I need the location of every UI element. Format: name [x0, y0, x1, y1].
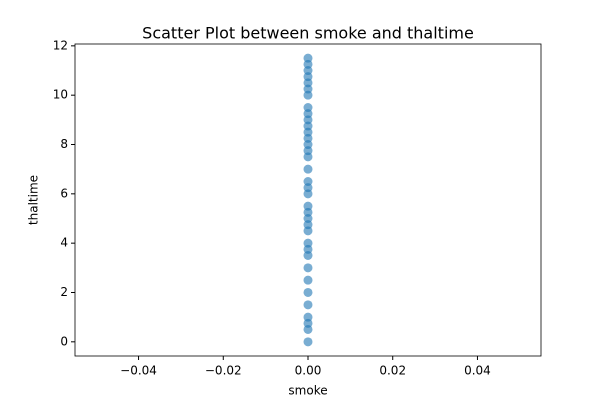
- x-tick-label: 0.04: [464, 364, 491, 378]
- point: [303, 189, 313, 199]
- point: [303, 127, 313, 137]
- point: [303, 226, 313, 236]
- point: [303, 164, 313, 174]
- point: [303, 207, 313, 217]
- point: [303, 263, 313, 273]
- point: [303, 121, 313, 131]
- point: [303, 318, 313, 328]
- point: [303, 115, 313, 125]
- point: [303, 53, 313, 63]
- y-tick-label: 8: [60, 137, 68, 151]
- point: [303, 103, 313, 113]
- x-tick-label: −0.04: [120, 364, 157, 378]
- y-tick-label: 4: [60, 236, 68, 250]
- y-tick-label: 12: [53, 38, 68, 52]
- point: [303, 244, 313, 254]
- point: [303, 300, 313, 310]
- point: [303, 183, 313, 193]
- point: [303, 312, 313, 322]
- point: [303, 250, 313, 260]
- y-tick-label: 6: [60, 186, 68, 200]
- y-tick-label: 2: [60, 285, 68, 299]
- point: [303, 287, 313, 297]
- point: [303, 59, 313, 69]
- y-axis-label: thaltime: [27, 175, 41, 225]
- point: [303, 109, 313, 119]
- plot-frame: [74, 43, 542, 357]
- point: [303, 337, 313, 347]
- point: [303, 140, 313, 150]
- point: [303, 84, 313, 94]
- point: [303, 146, 313, 156]
- point: [303, 220, 313, 230]
- point: [303, 78, 313, 88]
- x-tick-label: −0.02: [205, 364, 242, 378]
- point: [303, 201, 313, 211]
- point: [303, 90, 313, 100]
- x-tick-label: 0.00: [295, 364, 322, 378]
- point: [303, 324, 313, 334]
- point: [303, 177, 313, 187]
- x-axis-label: smoke: [288, 384, 327, 398]
- y-tick-label: 0: [60, 334, 68, 348]
- x-tick-label: 0.02: [379, 364, 406, 378]
- point: [303, 152, 313, 162]
- point: [303, 275, 313, 285]
- point: [303, 66, 313, 76]
- point: [303, 133, 313, 143]
- chart-title: Scatter Plot between smoke and thaltime: [142, 24, 474, 43]
- point: [303, 72, 313, 82]
- y-tick-label: 10: [53, 88, 68, 102]
- point: [303, 213, 313, 223]
- point: [303, 238, 313, 248]
